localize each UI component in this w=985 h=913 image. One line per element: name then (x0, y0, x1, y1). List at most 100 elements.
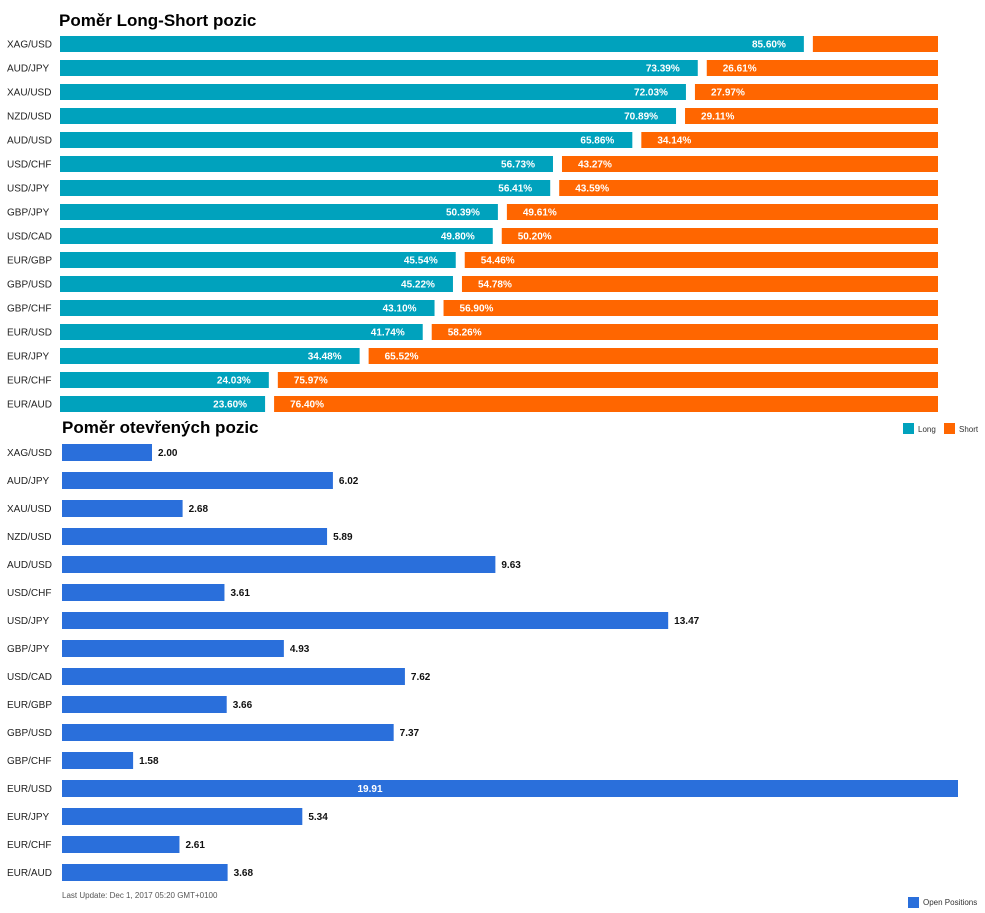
open-positions-value-label: 3.66 (233, 700, 253, 711)
open-positions-value-label: 5.89 (333, 532, 353, 543)
open-positions-bar (62, 472, 333, 489)
ls-category-label: EUR/GBP (7, 256, 52, 267)
long-bar (60, 324, 423, 340)
short-bar (561, 156, 938, 172)
ls-category-label: XAG/USD (7, 40, 52, 51)
long-value-label: 50.39% (446, 208, 480, 219)
long-value-label: 45.54% (404, 256, 438, 267)
op-category-label: EUR/JPY (7, 812, 50, 823)
open-positions-bar (62, 584, 225, 601)
op-category-label: EUR/USD (7, 784, 52, 795)
op-category-label: GBP/JPY (7, 644, 50, 655)
ls-category-label: GBP/CHF (7, 304, 51, 315)
long-value-label: 45.22% (401, 280, 435, 291)
op-category-label: USD/JPY (7, 616, 50, 627)
open-positions-value-label: 6.02 (339, 476, 359, 487)
long-value-label: 43.10% (383, 304, 417, 315)
short-value-label: 50.20% (518, 232, 552, 243)
short-bar (464, 252, 938, 268)
open-positions-chart: XAG/USD 2.00 AUD/JPY 6.02 XAU/USD 2.68 NZD/USD… (7, 444, 958, 881)
short-value-label: 65.52% (385, 352, 419, 363)
op-category-label: EUR/CHF (7, 840, 51, 851)
op-category-label: XAU/USD (7, 504, 51, 515)
open-positions-bar (62, 836, 180, 853)
short-value-label: 43.59% (575, 184, 609, 195)
long-value-label: 41.74% (371, 328, 405, 339)
long-value-label: 49.80% (441, 232, 475, 243)
legend-open-positions-swatch (908, 897, 919, 908)
long-short-title: Poměr Long-Short pozic (59, 11, 256, 30)
ls-category-label: XAU/USD (7, 88, 51, 99)
open-positions-value-label: 4.93 (290, 644, 310, 655)
long-value-label: 85.60% (752, 40, 786, 51)
short-bar (461, 276, 938, 292)
short-value-label: 34.14% (657, 136, 691, 147)
open-positions-legend: Open Positions (908, 897, 977, 908)
ls-category-label: USD/CHF (7, 160, 51, 171)
short-value-label: 49.61% (523, 208, 557, 219)
short-value-label: 58.26% (448, 328, 482, 339)
long-short-legend: Long Short (903, 423, 979, 434)
short-bar (277, 372, 939, 388)
open-positions-value-label: 7.37 (400, 728, 420, 739)
short-bar (641, 132, 938, 148)
short-value-label: 54.78% (478, 280, 512, 291)
open-positions-value-label: 2.00 (158, 448, 178, 459)
open-positions-bar (62, 724, 394, 741)
open-positions-bar (62, 556, 496, 573)
short-value-label: 27.97% (711, 88, 745, 99)
long-value-label: 23.60% (213, 400, 247, 411)
op-category-label: GBP/USD (7, 728, 52, 739)
long-bar (60, 36, 804, 52)
open-positions-bar (62, 640, 284, 657)
long-value-label: 56.73% (501, 160, 535, 171)
short-bar (694, 84, 938, 100)
open-positions-bar (62, 808, 303, 825)
long-bar (60, 84, 686, 100)
open-positions-title: Poměr otevřených pozic (62, 418, 259, 437)
long-bar (60, 276, 453, 292)
short-bar (274, 396, 939, 412)
short-value-label: 75.97% (294, 376, 328, 387)
op-category-label: USD/CAD (7, 672, 52, 683)
long-bar (60, 204, 498, 220)
long-value-label: 56.41% (498, 184, 532, 195)
long-bar (60, 60, 698, 76)
open-positions-value-label: 3.68 (234, 868, 254, 879)
legend-short-label: Short (959, 425, 979, 434)
short-value-label: 54.46% (481, 256, 515, 267)
long-value-label: 24.03% (217, 376, 251, 387)
short-bar (685, 108, 938, 124)
open-positions-value-label: 2.61 (185, 840, 205, 851)
short-value-label: 43.27% (578, 160, 612, 171)
op-category-label: XAG/USD (7, 448, 52, 459)
op-category-label: USD/CHF (7, 588, 51, 599)
long-short-chart: XAG/USD 85.60% AUD/JPY 73.39% 26.61% XAU/USD 7… (7, 36, 939, 412)
open-positions-bar (62, 612, 669, 629)
legend-open-positions-label: Open Positions (923, 898, 977, 907)
open-positions-value-label: 2.68 (189, 504, 209, 515)
last-update-text: Last Update: Dec 1, 2017 05:20 GMT+0100 (62, 891, 218, 900)
long-bar (60, 348, 360, 364)
long-bar (60, 228, 493, 244)
short-bar (706, 60, 938, 76)
long-bar (60, 132, 633, 148)
open-positions-value-label: 3.61 (230, 588, 250, 599)
open-positions-value-label: 7.62 (411, 672, 431, 683)
legend-short-swatch (944, 423, 955, 434)
ls-category-label: NZD/USD (7, 112, 51, 123)
short-bar (431, 324, 938, 340)
short-bar (443, 300, 938, 316)
op-category-label: AUD/USD (7, 560, 52, 571)
ls-category-label: EUR/CHF (7, 376, 51, 387)
op-category-label: GBP/CHF (7, 756, 51, 767)
open-positions-bar (62, 864, 228, 881)
op-category-label: EUR/GBP (7, 700, 52, 711)
long-bar (60, 156, 553, 172)
ls-category-label: EUR/USD (7, 328, 52, 339)
long-bar (60, 252, 456, 268)
op-category-label: AUD/JPY (7, 476, 50, 487)
short-value-label: 26.61% (723, 64, 757, 75)
ls-category-label: USD/JPY (7, 184, 50, 195)
